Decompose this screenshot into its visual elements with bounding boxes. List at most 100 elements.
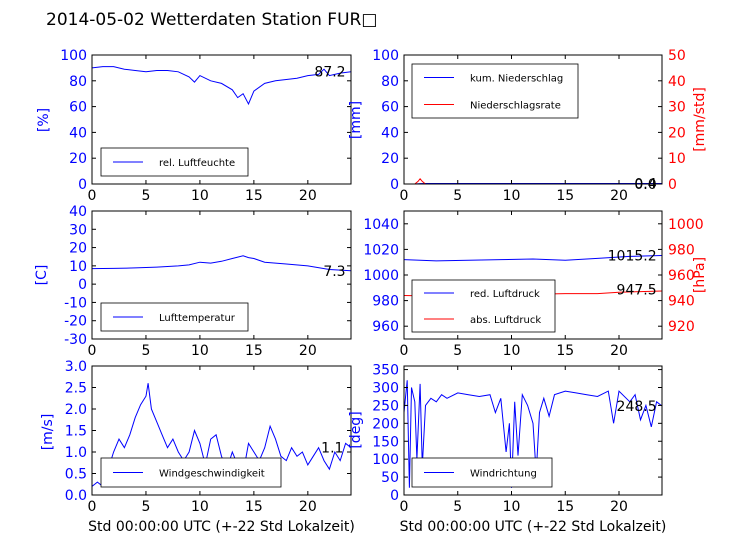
y-tick-label: 300 [372, 381, 399, 397]
x-tick-label: 10 [503, 188, 521, 204]
value-annotation: 0.4 [634, 176, 656, 192]
x-tick-label: 10 [191, 499, 209, 515]
x-tick-label: 0 [400, 343, 409, 359]
legend-label: Windgeschwindigkeit [159, 469, 265, 480]
plot-frame [91, 54, 352, 185]
y-tick-label: 200 [372, 416, 399, 432]
legend-label: red. Luftdruck [470, 289, 540, 300]
y-tick-label: 2.5 [65, 381, 87, 397]
x-tick-label: 10 [191, 343, 209, 359]
value-annotation: 947.5 [617, 283, 657, 299]
legend-box [411, 279, 556, 333]
x-tick-label: 15 [556, 343, 574, 359]
panel-top-left: 0 5 10 15 20 0 20 40 60 80 100 [%] 87.2 rel. Luftfeuc… [36, 48, 352, 204]
y2-tick-label: 20 [668, 125, 686, 141]
series-line-lufttemperatur [92, 255, 351, 272]
y-tick-label: 80 [381, 74, 399, 90]
x-tick-label: 20 [610, 343, 628, 359]
y-tick-label: 0 [78, 277, 87, 293]
y-axis-label: [deg] [348, 411, 364, 448]
y2-tick-label: 940 [668, 294, 695, 310]
y-tick-label: 0.0 [65, 488, 87, 504]
y2-tick-label: 920 [668, 319, 695, 335]
y-tick-label: -10 [64, 295, 87, 311]
x-tick-label: 20 [299, 499, 317, 515]
x-tick-label: 20 [610, 499, 628, 515]
x-tick-label: 15 [556, 499, 574, 515]
x-tick-label: 15 [556, 188, 574, 204]
series-line-windrichtung [404, 380, 662, 488]
figure-title: 2014-05-02 Wetterdaten Station FUR□ [46, 10, 378, 30]
x-tick-label: 10 [191, 188, 209, 204]
y-tick-label: 1.0 [65, 445, 87, 461]
y-tick-label: 150 [372, 434, 399, 450]
y-tick-label: 1.5 [65, 424, 87, 440]
y-axis-label: [mm] [348, 101, 364, 139]
y-tick-label: 960 [372, 319, 399, 335]
x-tick-label: 0 [88, 499, 97, 515]
value-annotation: 1015.2 [608, 249, 657, 265]
value-annotation: 1.1 [321, 441, 343, 457]
y-tick-label: 0 [78, 177, 87, 193]
x-tick-label: 5 [141, 188, 150, 204]
x-tick-label: 15 [245, 499, 263, 515]
legend-label: Lufttemperatur [159, 313, 236, 324]
y-axis-label: [m/s] [40, 414, 56, 451]
x-tick-label: 0 [88, 188, 97, 204]
y-tick-label: 20 [69, 241, 87, 257]
y-tick-label: 40 [69, 125, 87, 141]
y2-tick-label: 980 [668, 242, 695, 258]
y-tick-label: 60 [381, 100, 399, 116]
x-axis-label: Std 00:00:00 UTC (+-22 Std Lokalzeit) [400, 519, 667, 535]
panel-middle-right: 0 5 10 15 20 960 980 1000 1020 1040 920 940 960 980 10… [363, 210, 708, 359]
x-tick-label: 5 [453, 499, 462, 515]
legend-label: rel. Luftfeuchte [159, 158, 235, 169]
y2-tick-label: 0 [668, 177, 677, 193]
x-tick-label: 20 [299, 343, 317, 359]
series-line-red-luftdruck [404, 255, 662, 262]
x-tick-label: 0 [400, 499, 409, 515]
y-tick-label: 2.0 [65, 402, 87, 418]
y-tick-label: 1000 [363, 268, 399, 284]
y-tick-label: -30 [64, 332, 87, 348]
y-tick-label: 50 [381, 470, 399, 486]
y-tick-label: 40 [69, 204, 87, 220]
value-annotation: 87.2 [314, 65, 345, 81]
y-tick-label: 980 [372, 294, 399, 310]
legend-label: abs. Luftdruck [470, 315, 541, 326]
panel-middle-left: 0 5 10 15 20 -30 -20 -10 0 10 20 30 40 [C] 7.3 Lufttemp… [34, 204, 352, 359]
y-tick-label: 250 [372, 398, 399, 414]
x-tick-label: 15 [245, 343, 263, 359]
x-tick-label: 5 [141, 499, 150, 515]
y2-tick-label: 50 [668, 48, 686, 64]
x-tick-label: 15 [245, 188, 263, 204]
series-line-rel-luftfeuchte [92, 66, 351, 106]
value-annotation: 7.3 [323, 264, 345, 280]
y-tick-label: 20 [381, 151, 399, 167]
x-tick-label: 20 [299, 188, 317, 204]
y-tick-label: 30 [69, 222, 87, 238]
y-tick-label: 1020 [363, 242, 399, 258]
y-tick-label: 3.0 [65, 359, 87, 375]
y-tick-label: 40 [381, 125, 399, 141]
series-line-niederschlagsrate [404, 178, 662, 184]
y2-axis-label: [mm/std] [692, 87, 708, 152]
y2-tick-label: 10 [668, 151, 686, 167]
plot-frame [403, 365, 663, 496]
x-tick-label: 5 [453, 343, 462, 359]
value-annotation: 0.0 [634, 177, 656, 193]
y2-tick-label: 40 [668, 74, 686, 90]
x-tick-label: 0 [400, 188, 409, 204]
x-axis-label: Std 00:00:00 UTC (+-22 Std Lokalzeit) [88, 519, 355, 535]
y2-tick-label: 30 [668, 100, 686, 116]
legend-label: Niederschlagsrate [470, 101, 561, 112]
panel-bottom-left: 0 5 10 15 20 0.0 0.5 1.0 1.5 2.0 2.5 3.0 [m/s] Std 00… [40, 359, 355, 535]
series-line-windgeschwindigkeit [92, 383, 351, 488]
legend-box [411, 63, 579, 119]
y-tick-label: 100 [372, 452, 399, 468]
y-tick-label: 20 [69, 151, 87, 167]
y-tick-label: 60 [69, 100, 87, 116]
